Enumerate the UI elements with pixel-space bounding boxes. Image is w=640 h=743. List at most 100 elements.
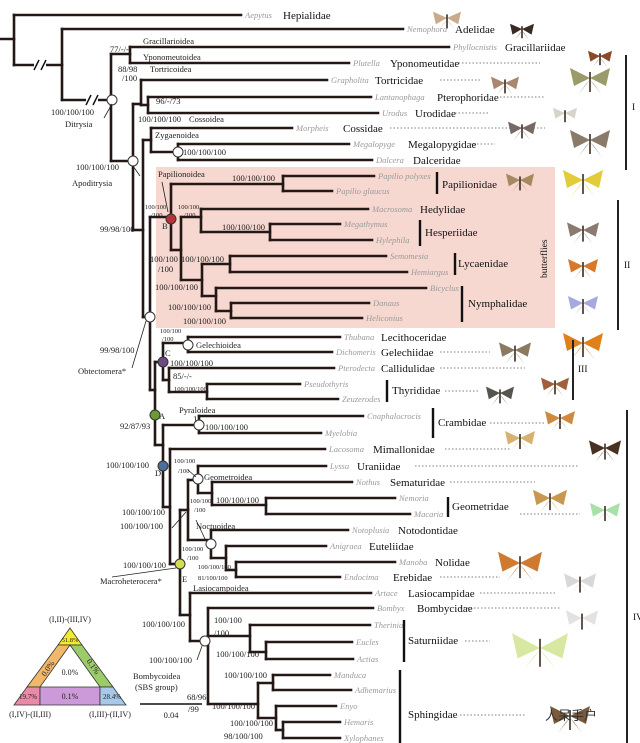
genus-label: Papilio glaucus <box>335 186 390 196</box>
branch-break-mark <box>33 59 40 71</box>
support-label: (SBS group) <box>135 682 178 692</box>
pyraloidea-node <box>193 419 205 431</box>
support-label: Bombycoidea <box>133 671 180 681</box>
triangle-top-value: 51.8% <box>62 637 79 644</box>
triangle-top-label: (I,II)-(III,IV) <box>49 615 91 624</box>
specimen-photo <box>512 633 568 671</box>
support-label: 68/96 <box>187 692 206 702</box>
genus-label: Megalopyge <box>352 139 395 149</box>
support-label: 92/87/93 <box>120 421 150 431</box>
family-label: Papilionidae <box>442 179 497 191</box>
support-label: /100 <box>194 507 206 514</box>
support-label: 81/100/100 <box>198 575 228 582</box>
support-label: 100/100/100 <box>216 649 259 659</box>
support-label: 100/100 <box>182 546 203 553</box>
family-label: Mimallonidae <box>373 444 435 456</box>
genus-label: Nemophora <box>406 24 447 34</box>
support-label: Lasiocampoidea <box>193 583 249 593</box>
specimen-photo <box>491 76 519 96</box>
genus-label: Enyo <box>339 701 357 711</box>
triangle-bottom-left: 19.7% <box>19 693 37 701</box>
specimen-photo <box>433 11 461 31</box>
clade-label: III <box>578 365 588 375</box>
genus-label: Adhemarius <box>354 685 397 695</box>
specimen-photo <box>505 431 535 452</box>
genus-label: Dichomeris <box>335 347 376 357</box>
pointer-line <box>196 645 203 661</box>
support-label: 100/100/100 <box>222 222 265 232</box>
family-label: Nymphalidae <box>468 298 527 310</box>
support-label: 100/100/100 <box>212 701 255 711</box>
specimen-photo <box>563 170 603 197</box>
specimen-photo <box>486 386 514 406</box>
specimen-photo <box>567 222 599 244</box>
branch-break-mark <box>85 94 92 106</box>
zygaenoidea-node <box>172 146 184 158</box>
pointer-line <box>195 519 207 542</box>
family-label: Megalopygidae <box>408 139 477 151</box>
support-label: Pyraloidea <box>179 405 216 415</box>
pointer-line <box>194 415 197 423</box>
support-label: 100/100/100 <box>123 560 166 570</box>
triangle-bottom-right: 28.4% <box>103 693 121 701</box>
specimen-photo <box>568 259 598 280</box>
support-label: 100/100/100 <box>232 173 275 183</box>
pointer-line <box>171 511 187 529</box>
support-label: Ditrysia <box>65 119 93 129</box>
genus-label: Pseudothyris <box>303 379 349 389</box>
support-label: 100/100/100 <box>106 460 149 470</box>
family-label: Callidulidae <box>381 363 435 375</box>
family-label: Thyrididae <box>392 385 440 397</box>
support-label: Yponomeutoidea <box>143 52 201 62</box>
pointer-line <box>131 320 147 369</box>
support-label: 100/100 <box>174 458 195 465</box>
genus-label: Hylephila <box>375 235 410 245</box>
specimen-photo <box>533 489 567 513</box>
ditrysia-node <box>106 94 118 106</box>
family-label: Gracillariidae <box>505 42 566 54</box>
support-label: Papilionoidea <box>158 169 205 179</box>
specimen-photo <box>570 68 610 95</box>
support-label: 100/100/100 <box>198 564 231 571</box>
family-label: Sphingidae <box>408 709 458 721</box>
support-label: /99 <box>188 704 199 714</box>
support-label: 100/100/100 <box>120 521 163 531</box>
specimen-photo <box>553 107 577 124</box>
support-label: 100/100/100 <box>149 655 192 665</box>
support-label: 100/100 <box>214 615 242 625</box>
specimen-photo <box>563 333 603 360</box>
support-label: Obtectomera* <box>78 366 126 376</box>
support-label: /100 <box>187 555 199 562</box>
genus-label: Phyllocnistis <box>452 42 498 52</box>
genus-label: Hemiargus <box>410 267 449 277</box>
family-label: Hedylidae <box>420 204 465 216</box>
specimen-photo <box>508 121 536 141</box>
support-label: Cossoidea <box>189 114 224 124</box>
support-label: 100/100/100 <box>216 495 259 505</box>
support-label: 100/100 <box>160 328 181 335</box>
genus-label: Thubana <box>344 332 374 342</box>
support-label: 100/100/100 <box>205 422 248 432</box>
family-label: Erebidae <box>393 572 432 584</box>
genus-label: Hemaris <box>343 717 374 727</box>
genus-label: Papilio polyxes <box>377 171 431 181</box>
family-label: Crambidae <box>438 417 486 429</box>
support-label: 85/-/- <box>173 371 192 381</box>
genus-label: Megathymus <box>343 219 388 229</box>
family-label: Sematuridae <box>390 477 445 489</box>
genus-label: Aepytus <box>244 10 273 20</box>
support-label: /100 <box>178 468 190 475</box>
genus-label: Danaus <box>372 298 400 308</box>
family-label: Hepialidae <box>283 10 331 22</box>
genus-label: Lacosoma <box>328 444 364 454</box>
family-label: Tortricidae <box>375 75 423 87</box>
genus-label: Macaria <box>413 509 443 519</box>
genus-label: Plutella <box>352 58 380 68</box>
gelechioidea-node <box>182 339 194 351</box>
specimen-photo <box>590 503 620 524</box>
genus-label: Eucles <box>355 637 379 647</box>
triangle-right-label: (I,III)-(II,IV) <box>89 710 131 719</box>
specimen-photo <box>541 377 569 397</box>
support-label: 100/100/100 <box>168 302 211 312</box>
support-label: 100/100/100 <box>76 162 119 172</box>
